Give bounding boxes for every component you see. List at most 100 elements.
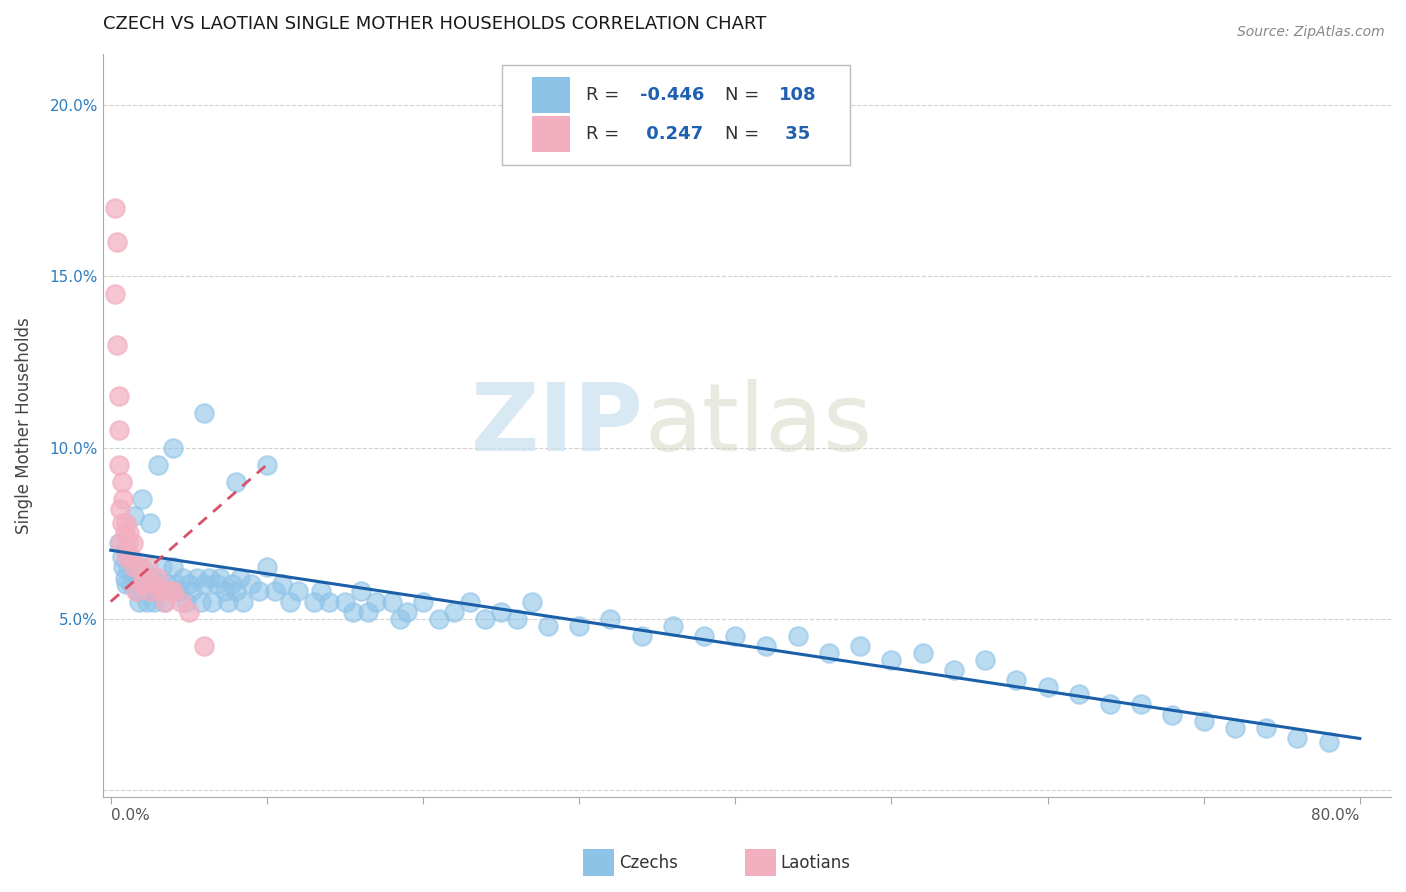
Point (786, 629, 808, 643)
Point (256, 560, 278, 574)
Point (131, 577, 153, 591)
Point (271, 577, 294, 591)
Point (111, 475, 134, 489)
Point (104, 201, 127, 215)
Point (240, 577, 263, 591)
Point (201, 594, 224, 608)
Point (366, 594, 388, 608)
Point (1005, 673, 1028, 688)
Point (474, 612, 496, 626)
Point (107, 536, 129, 550)
Text: Czechs: Czechs (619, 854, 678, 871)
Point (146, 577, 169, 591)
Point (152, 594, 174, 608)
Text: Source: ZipAtlas.com: Source: ZipAtlas.com (1237, 25, 1385, 39)
Point (142, 571, 165, 585)
Point (115, 543, 138, 558)
Point (256, 458, 278, 472)
Point (568, 618, 591, 632)
Point (458, 594, 481, 608)
Point (129, 577, 152, 591)
Point (1036, 680, 1059, 694)
Point (120, 550, 142, 565)
Point (287, 584, 309, 599)
Point (880, 653, 903, 667)
Text: atlas: atlas (644, 379, 872, 471)
Point (911, 646, 934, 660)
Point (105, 235, 128, 250)
Text: N =: N = (725, 125, 770, 144)
Point (111, 550, 134, 565)
Point (974, 653, 997, 667)
Point (122, 509, 145, 524)
Point (162, 584, 184, 599)
Point (225, 584, 247, 599)
Text: CZECH VS LAOTIAN SINGLE MOTHER HOUSEHOLDS CORRELATION CHART: CZECH VS LAOTIAN SINGLE MOTHER HOUSEHOLD… (103, 15, 766, 33)
Point (263, 584, 285, 599)
Point (174, 594, 197, 608)
Point (121, 536, 143, 550)
Point (114, 526, 136, 541)
Point (225, 475, 247, 489)
Point (755, 639, 778, 653)
Point (599, 612, 621, 626)
Point (108, 536, 131, 550)
Point (186, 571, 208, 585)
Text: 35: 35 (779, 125, 810, 144)
Point (193, 639, 215, 653)
Point (1223, 721, 1246, 735)
Point (135, 594, 157, 608)
Text: R =: R = (586, 86, 624, 103)
Point (1286, 731, 1309, 746)
Point (278, 594, 301, 608)
Point (1161, 707, 1184, 722)
Y-axis label: Single Mother Households: Single Mother Households (15, 317, 32, 533)
Point (134, 571, 156, 585)
Point (112, 560, 135, 574)
Point (1098, 698, 1121, 712)
Point (214, 584, 236, 599)
Point (342, 605, 364, 619)
Text: R =: R = (586, 125, 631, 144)
Point (104, 286, 127, 301)
Point (724, 629, 747, 643)
Point (693, 629, 716, 643)
Point (193, 406, 215, 420)
Point (1192, 714, 1215, 729)
Point (942, 663, 965, 677)
Point (117, 536, 139, 550)
Point (388, 612, 411, 626)
Point (162, 441, 184, 455)
Point (229, 571, 252, 585)
Point (118, 550, 141, 565)
Point (136, 560, 159, 574)
FancyBboxPatch shape (502, 65, 851, 165)
Point (159, 584, 181, 599)
Point (311, 584, 333, 599)
Point (165, 577, 187, 591)
Point (169, 584, 191, 599)
Point (115, 550, 138, 565)
Point (131, 491, 153, 506)
Point (177, 577, 200, 591)
Point (128, 560, 150, 574)
Point (111, 516, 134, 530)
Point (127, 584, 149, 599)
Point (122, 560, 145, 574)
Point (247, 584, 270, 599)
Point (180, 584, 202, 599)
Point (150, 584, 173, 599)
Point (134, 571, 156, 585)
Point (522, 594, 544, 608)
Point (156, 577, 179, 591)
Text: Laotians: Laotians (780, 854, 851, 871)
Point (139, 584, 162, 599)
Point (170, 594, 193, 608)
Point (662, 618, 685, 632)
Point (118, 526, 141, 541)
Point (205, 577, 228, 591)
Point (172, 571, 194, 585)
Point (146, 458, 169, 472)
Point (159, 584, 181, 599)
Text: N =: N = (725, 86, 765, 103)
